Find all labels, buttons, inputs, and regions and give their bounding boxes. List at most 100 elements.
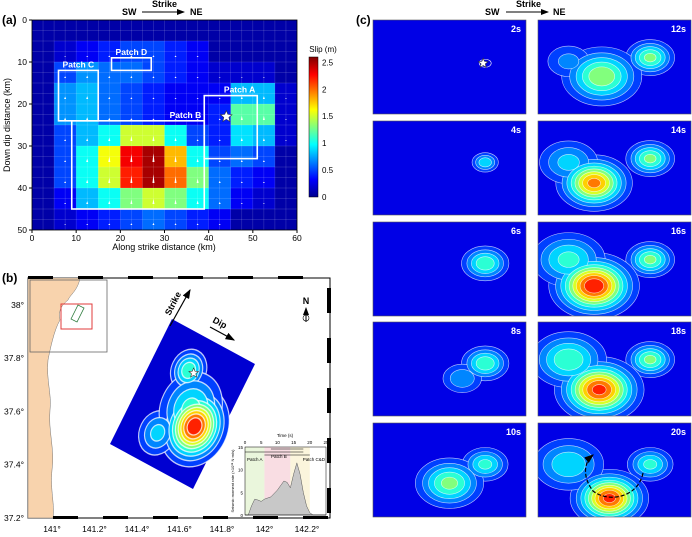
slip-vector <box>64 76 67 78</box>
frame-tick <box>228 276 253 279</box>
slip-vector <box>86 223 89 225</box>
frame-tick <box>327 388 331 413</box>
slip-cell <box>208 104 232 126</box>
slip-cell <box>164 209 188 230</box>
slip-cell <box>274 83 297 105</box>
slip-cell <box>32 20 55 42</box>
slip-cell <box>54 209 77 230</box>
snapshot-time-label: 4s <box>511 125 521 135</box>
slip-vector <box>218 160 221 162</box>
slip-vector <box>152 222 155 225</box>
slip-contour <box>603 493 616 503</box>
slip-axes: 0 10 20 30 40 50 60 0 10 20 30 40 50 <box>18 15 302 243</box>
snapshot-8s: 8s <box>372 321 527 417</box>
map: 141° 141.2° 141.4° 141.6° 141.8° 142° 142.2° 38… <box>4 276 331 534</box>
y-tick-label: 50 <box>18 225 28 235</box>
slip-cell <box>32 41 55 63</box>
slip-vector <box>240 159 243 162</box>
strike-header-a: SW Strike NE <box>122 0 203 17</box>
slip-vector <box>86 158 89 162</box>
snapshot-contours <box>547 39 675 107</box>
frame-tick <box>28 276 53 279</box>
slip-vector <box>218 139 221 141</box>
slip-vector <box>108 177 111 183</box>
slip-vector <box>108 156 111 162</box>
snapshot-frame <box>537 422 692 518</box>
frame-tick <box>327 338 331 363</box>
inset-y-tick: 0 <box>240 513 243 518</box>
slip-vector <box>262 160 265 162</box>
slip-vector <box>174 137 177 141</box>
snapshot-12s: 12s <box>537 19 692 115</box>
slip-cell <box>208 20 232 42</box>
snapshot-frame <box>372 19 527 115</box>
snapshot-14s: 14s <box>537 120 692 216</box>
slip-cell <box>208 209 232 230</box>
slip-cell <box>98 167 121 189</box>
slip-vector <box>240 137 243 141</box>
frame-tick <box>53 516 78 519</box>
slip-cell <box>76 125 99 147</box>
slip-vector <box>218 97 221 99</box>
slip-vector <box>86 55 89 57</box>
slip-cell <box>98 209 121 230</box>
slip-vector <box>262 96 265 99</box>
snapshot-time-label: 8s <box>511 326 521 336</box>
slip-vector <box>240 77 243 78</box>
slip-cell <box>120 83 143 105</box>
slip-cell <box>142 125 165 147</box>
slip-contour <box>478 157 492 168</box>
slip-cell <box>230 146 254 168</box>
slip-vector <box>218 180 221 183</box>
slip-cell <box>76 209 99 230</box>
slip-cell <box>252 167 276 189</box>
slip-cell <box>186 20 210 42</box>
slip-cell <box>76 188 99 210</box>
slip-cell <box>230 167 254 189</box>
slip-cell <box>76 146 99 168</box>
lat-tick-label: 38° <box>11 300 24 310</box>
rupture-path-arrow <box>584 454 644 498</box>
snapshot-frame <box>537 19 692 115</box>
slip-cell <box>54 41 77 63</box>
lat-tick-label: 37.2° <box>4 513 24 523</box>
patch-outline <box>70 120 206 210</box>
slip-cell <box>32 62 55 84</box>
slip-cell <box>164 20 188 42</box>
slip-vector <box>152 55 155 57</box>
snapshot-6s: 6s <box>372 221 527 317</box>
stage-label: Patch C&D <box>303 457 326 462</box>
patch-label: Patch D <box>116 47 148 57</box>
frame-tick <box>278 276 303 279</box>
slip-vector <box>196 158 199 162</box>
lat-tick-label: 37.4° <box>4 460 24 470</box>
hypocenter-star-icon <box>188 367 200 378</box>
stage-label: Patch B <box>271 454 287 459</box>
slip-vector <box>152 97 155 99</box>
inset-y-tick: 15 <box>238 445 244 450</box>
snapshot-contours <box>461 245 510 282</box>
lon-tick-label: 141.6° <box>167 524 192 534</box>
slip-vector <box>174 55 177 57</box>
slip-cell <box>252 83 276 105</box>
sw-label: SW <box>122 7 137 17</box>
lat-tick-label: 37.6° <box>4 406 24 416</box>
slip-vector <box>130 118 133 120</box>
frame-tick <box>178 276 203 279</box>
frame-tick <box>103 516 128 519</box>
slip-cell <box>32 209 55 230</box>
colorbar-label: Slip (m) <box>309 45 337 54</box>
slip-cell <box>120 209 143 230</box>
colorbar-tick-label: 0 <box>322 193 327 202</box>
slip-contour <box>644 153 657 164</box>
compass-icon <box>302 314 310 322</box>
location-inset <box>29 279 108 353</box>
slip-vector <box>64 117 67 120</box>
snapshot-frame <box>537 120 692 216</box>
slip-vector <box>64 202 67 204</box>
ne-label: NE <box>190 7 203 17</box>
slip-vector <box>262 138 265 141</box>
slip-cell <box>230 83 254 105</box>
slip-vector <box>152 153 155 162</box>
x-tick-label: 60 <box>292 233 302 243</box>
